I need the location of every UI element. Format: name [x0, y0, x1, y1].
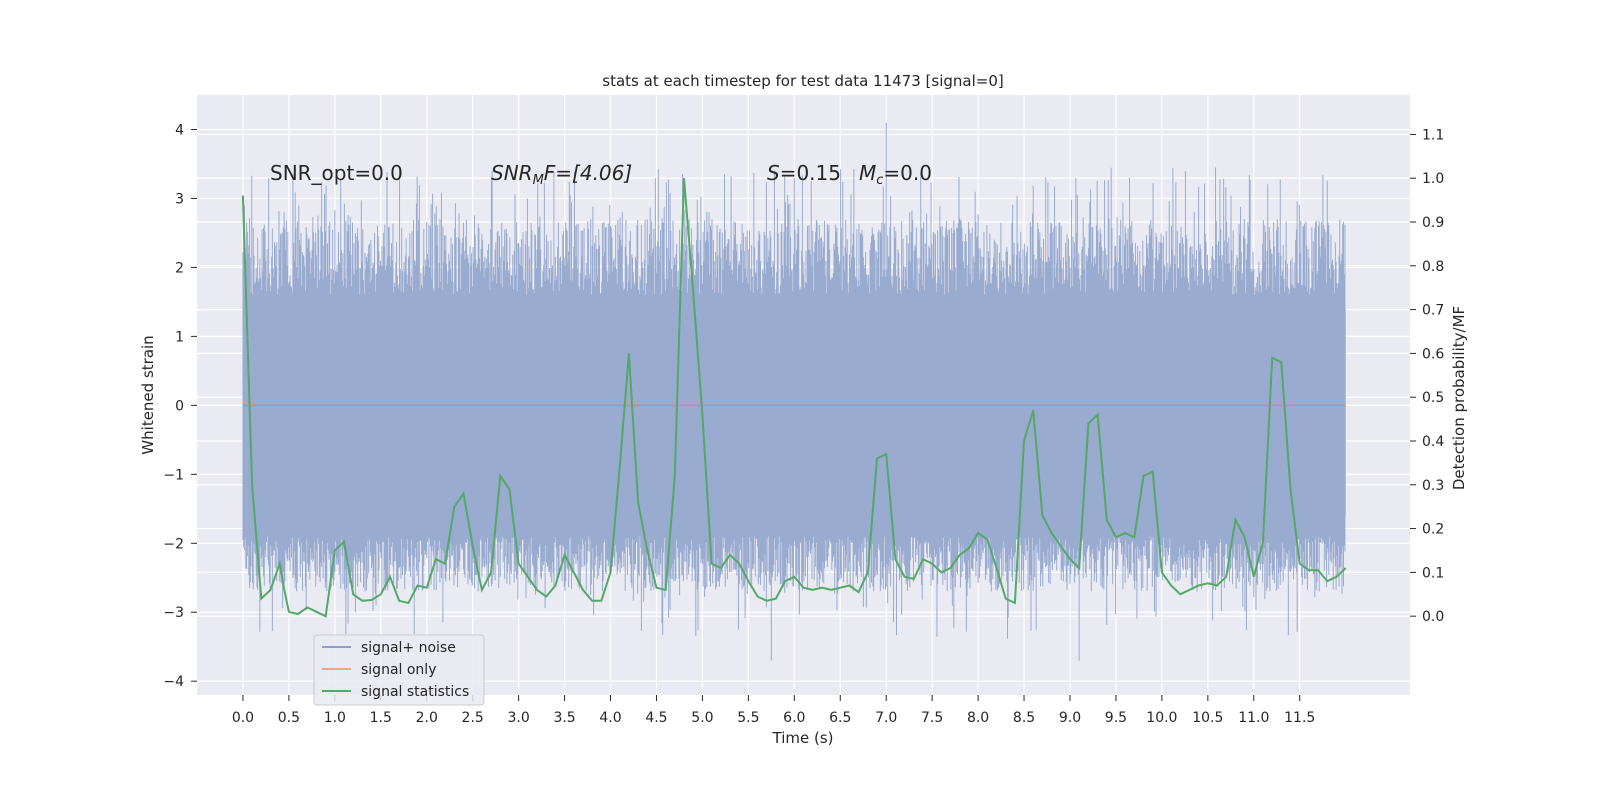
x-tick-label: 1.0	[324, 710, 346, 726]
y-right-tick-label: 0.1	[1422, 565, 1444, 581]
y-right-axis-ticks: 0.0 0.1 0.2 0.3 0.4 0.5 0.6 0.7 0.8 0.9 1.0 1.1	[1410, 127, 1444, 625]
y-right-tick-label: 0.3	[1422, 478, 1444, 494]
x-axis-ticks: 0.0 0.5 1.0 1.5 2.0 2.5 3.0 3.5 4.0 4.5 5.0 5.5 6.0 6…	[232, 695, 1315, 726]
x-tick-label: 10.0	[1146, 710, 1177, 726]
y-right-tick-label: 0.7	[1422, 303, 1444, 319]
y-left-tick-label: 2	[175, 260, 184, 276]
y-right-tick-label: 0.2	[1422, 522, 1444, 538]
plot-contents	[241, 122, 1347, 661]
y-right-tick-label: 0.6	[1422, 346, 1444, 362]
x-tick-label: 11.0	[1238, 710, 1269, 726]
annotation-snr-opt: SNR_opt=0.0	[270, 161, 403, 185]
y-left-tick-label: −4	[163, 674, 184, 690]
y-right-tick-label: 1.1	[1422, 127, 1444, 143]
y-right-tick-label: 0.9	[1422, 215, 1444, 231]
x-tick-label: 6.5	[829, 710, 851, 726]
x-tick-label: 4.0	[599, 710, 621, 726]
x-tick-label: 11.5	[1284, 710, 1315, 726]
y-left-tick-label: 1	[175, 329, 184, 345]
x-tick-label: 5.0	[691, 710, 713, 726]
y-right-axis-label: Detection probability/MF	[1450, 306, 1468, 490]
noise-trace	[242, 122, 1346, 661]
y-right-tick-label: 0.0	[1422, 609, 1444, 625]
mc-subscript: c	[876, 173, 883, 188]
mc-symbol: M	[859, 161, 876, 185]
y-left-tick-label: −2	[163, 536, 184, 552]
y-right-tick-label: 0.4	[1422, 434, 1444, 450]
snr-mf-symbol: SNR	[491, 161, 533, 185]
legend-label-signal: signal only	[361, 662, 436, 678]
y-left-tick-label: −1	[163, 467, 184, 483]
mc-value: =0.0	[883, 161, 932, 185]
y-left-axis-label: Whitened strain	[139, 335, 157, 454]
chart-title: stats at each timestep for test data 114…	[602, 72, 1003, 90]
x-tick-label: 1.5	[370, 710, 392, 726]
x-tick-label: 7.5	[921, 710, 943, 726]
annotation-mc: Mc=0.0	[859, 161, 932, 188]
legend-label-stats: signal statistics	[361, 684, 469, 700]
legend: signal+ noise signal only signal statist…	[313, 634, 485, 706]
x-tick-label: 2.0	[416, 710, 438, 726]
snr-mf-value: F=[4.06]	[544, 161, 632, 185]
annotation-snr-mf: SNRMF=[4.06]	[491, 161, 632, 188]
y-right-tick-label: 0.8	[1422, 259, 1444, 275]
x-tick-label: 9.0	[1059, 710, 1081, 726]
y-left-tick-label: 3	[175, 191, 184, 207]
x-tick-label: 9.5	[1105, 710, 1127, 726]
x-tick-label: 3.5	[553, 710, 575, 726]
y-left-tick-label: −3	[163, 605, 184, 621]
y-left-tick-label: 0	[175, 398, 184, 414]
y-left-axis-ticks: −4 −3 −2 −1 0 1 2 3 4	[163, 122, 197, 690]
x-tick-label: 0.0	[232, 710, 254, 726]
legend-label-noise: signal+ noise	[361, 640, 456, 656]
x-tick-label: 6.0	[783, 710, 805, 726]
x-tick-label: 3.0	[507, 710, 529, 726]
statistics-line	[241, 178, 1347, 618]
y-left-tick-label: 4	[175, 122, 184, 138]
x-tick-label: 8.0	[967, 710, 989, 726]
x-axis-label: Time (s)	[772, 729, 834, 747]
s-value: =0.15	[780, 161, 841, 185]
x-tick-label: 10.5	[1192, 710, 1223, 726]
annotation-s: S=0.15	[767, 161, 841, 185]
x-tick-label: 0.5	[278, 710, 300, 726]
x-tick-label: 7.0	[875, 710, 897, 726]
y-right-tick-label: 0.5	[1422, 390, 1444, 406]
x-tick-label: 4.5	[645, 710, 667, 726]
noise-series	[242, 122, 1346, 661]
legend-box	[313, 634, 485, 706]
s-symbol: S	[767, 161, 780, 185]
x-tick-label: 5.5	[737, 710, 759, 726]
y-right-tick-label: 1.0	[1422, 171, 1444, 187]
x-tick-label: 2.5	[462, 710, 484, 726]
snr-mf-subscript: M	[533, 173, 544, 188]
x-tick-label: 8.5	[1013, 710, 1035, 726]
